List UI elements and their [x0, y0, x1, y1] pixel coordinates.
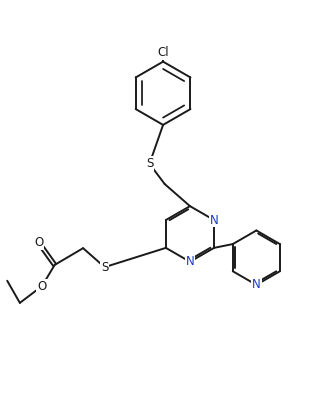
Text: O: O [37, 279, 47, 293]
Text: N: N [252, 278, 261, 291]
Text: Cl: Cl [157, 46, 169, 59]
Text: N: N [210, 214, 218, 226]
Text: S: S [101, 261, 108, 274]
Text: S: S [146, 157, 153, 170]
Text: N: N [186, 255, 194, 268]
Text: O: O [34, 236, 44, 249]
